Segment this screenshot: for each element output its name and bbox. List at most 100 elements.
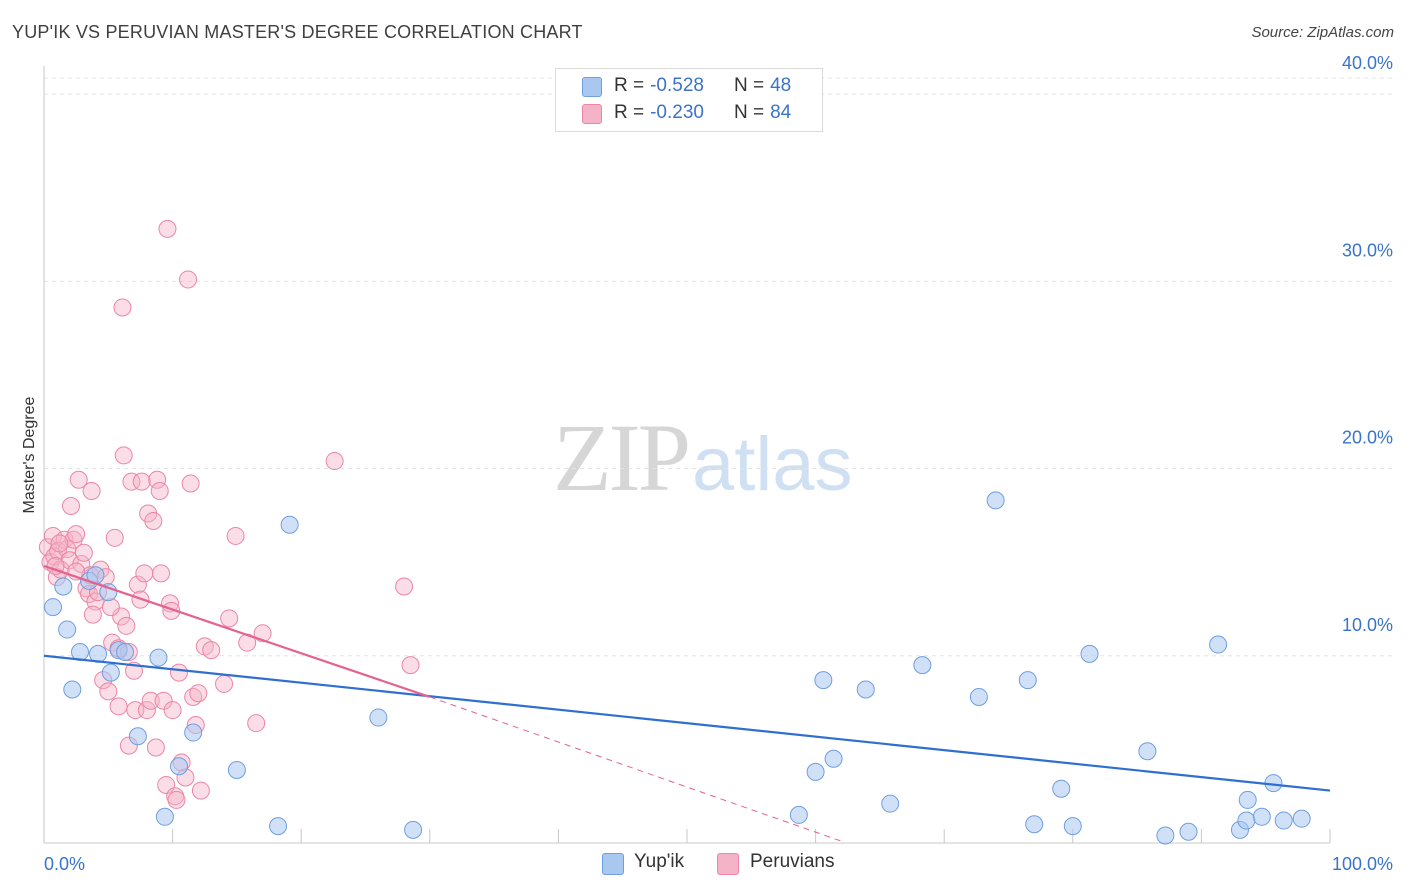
peruvians-point	[395, 577, 414, 596]
watermark-zip: ZIP	[553, 404, 691, 511]
yupik-point	[58, 620, 77, 639]
peruvians-point	[69, 470, 88, 489]
peruvians-point	[109, 697, 128, 716]
peruvians-point	[163, 701, 182, 720]
peruvians-point	[122, 472, 141, 491]
peruvians-point	[60, 551, 79, 570]
peruvians-point	[141, 691, 160, 710]
yupik-point	[1252, 807, 1271, 826]
peruvians-point	[179, 270, 198, 289]
peruvians-point	[325, 452, 344, 471]
yupik-point	[116, 643, 135, 662]
yupik-point	[1138, 742, 1157, 761]
peruvians-trend-line	[43, 564, 431, 699]
legend-r-label: R = -0.528	[614, 75, 704, 96]
chart-title: YUP'IK VS PERUVIAN MASTER'S DEGREE CORRE…	[12, 22, 583, 42]
peruvians-point	[113, 298, 132, 317]
yupik-point	[814, 671, 833, 690]
legend-label-yupik: Yup'ik	[634, 851, 685, 872]
peruvians-point	[114, 446, 133, 465]
yupik-point	[170, 757, 189, 776]
peruvians-point	[101, 598, 120, 617]
yupik-point	[789, 805, 808, 824]
yupik-point	[227, 760, 246, 779]
peruvians-point	[226, 526, 245, 545]
yupik-point	[404, 820, 423, 839]
peruvians-trend-extension	[429, 696, 842, 842]
peruvians-point	[83, 605, 102, 624]
yupik-point	[1179, 822, 1198, 841]
yupik-point	[99, 583, 118, 602]
legend-label-peruvians: Peruvians	[750, 851, 835, 872]
yupik-point	[44, 598, 63, 617]
yupik-point	[986, 491, 1005, 510]
correlation-legend: R = -0.528 N = 48 R = -0.230 N = 84	[555, 68, 823, 132]
legend-swatch-peruvians	[717, 853, 739, 875]
peruvians-point	[202, 641, 221, 660]
peruvians-point	[170, 663, 189, 682]
yupik-point	[101, 663, 120, 682]
yupik-point	[155, 807, 174, 826]
series-legend: Yup'ik Peruvians	[0, 851, 1406, 877]
peruvians-point	[220, 609, 239, 628]
yupik-point	[1018, 671, 1037, 690]
yupik-point	[881, 794, 900, 813]
yupik-point	[1238, 790, 1257, 809]
peruvians-point	[112, 607, 131, 626]
yupik-point	[1063, 817, 1082, 836]
legend-n-label: N = 48	[734, 75, 792, 96]
legend-row-yupik: R = -0.528 N = 48	[556, 74, 822, 100]
yupik-trend-line	[43, 654, 1331, 792]
yupik-point	[63, 680, 82, 699]
x-tick-label: 100.0%	[1332, 854, 1393, 874]
legend-n-value: 48	[770, 75, 792, 96]
peruvians-point	[67, 525, 86, 544]
legend-r-label: R = -0.230	[614, 102, 704, 123]
peruvians-point	[150, 482, 169, 501]
yupik-point	[54, 577, 73, 596]
peruvians-point	[38, 538, 57, 557]
legend-swatch-peruvians	[582, 104, 602, 124]
yupik-point	[369, 708, 388, 727]
peruvians-point	[152, 564, 171, 583]
peruvians-point	[215, 674, 234, 693]
yupik-point	[1080, 644, 1099, 663]
yupik-point	[824, 749, 843, 768]
peruvians-point	[117, 616, 136, 635]
yupik-point	[1209, 635, 1228, 654]
yupik-point	[969, 687, 988, 706]
legend-swatch-yupik	[602, 853, 624, 875]
peruvians-point	[181, 474, 200, 493]
yupik-point	[280, 515, 299, 534]
y-tick-label: 20.0%	[1342, 428, 1393, 448]
peruvians-point	[167, 790, 186, 809]
peruvians-point	[401, 656, 420, 675]
y-axis-label: Master's Degree	[21, 396, 38, 513]
peruvians-point	[82, 482, 101, 501]
peruvians-point	[148, 470, 167, 489]
legend-swatch-yupik	[582, 77, 602, 97]
peruvians-point	[74, 543, 93, 562]
legend-n-label: N = 84	[734, 102, 792, 123]
yupik-point	[128, 727, 147, 746]
legend-r-value: -0.528	[650, 75, 704, 96]
peruvians-point	[191, 781, 210, 800]
y-tick-label: 40.0%	[1342, 53, 1393, 73]
yupik-point	[1237, 811, 1256, 830]
x-tick-label: 0.0%	[44, 854, 85, 874]
yupik-point	[269, 817, 288, 836]
yupik-point	[1025, 815, 1044, 834]
peruvians-point	[105, 528, 124, 547]
peruvians-point	[50, 534, 69, 553]
watermark: ZIPatlas	[553, 402, 853, 513]
legend-r-value: -0.230	[650, 102, 704, 123]
peruvians-point	[146, 738, 165, 757]
peruvians-point	[99, 682, 118, 701]
yupik-point	[913, 656, 932, 675]
peruvians-point	[189, 684, 208, 703]
peruvians-point	[132, 472, 151, 491]
legend-n-value: 84	[770, 102, 792, 123]
peruvians-point	[247, 714, 266, 733]
peruvians-point	[128, 575, 147, 594]
legend-row-peruvians: R = -0.230 N = 84	[556, 101, 822, 127]
